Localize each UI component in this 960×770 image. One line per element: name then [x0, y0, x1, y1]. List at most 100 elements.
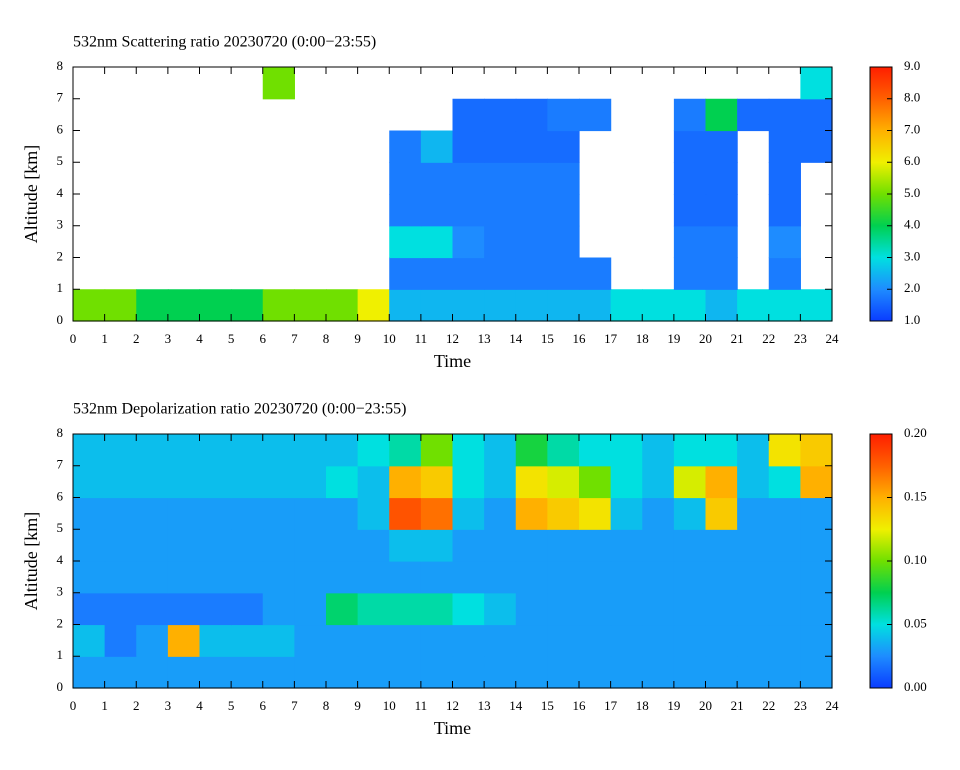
colorbar-tick-label: 0.10	[904, 552, 927, 567]
y-tick-label: 0	[57, 312, 64, 327]
heatmap-cell	[420, 624, 454, 657]
heatmap-cell	[673, 529, 707, 562]
heatmap-cell	[73, 529, 106, 562]
y-tick-label: 6	[57, 121, 64, 136]
y-axis-label: Altitude [km]	[21, 512, 41, 610]
heatmap-cell	[705, 592, 738, 626]
heatmap-cell	[294, 624, 327, 657]
y-tick-label: 5	[57, 153, 64, 168]
heatmap-cell	[768, 289, 801, 322]
heatmap-cell	[610, 289, 643, 322]
heatmap-cell	[420, 656, 454, 689]
x-tick-label: 16	[573, 698, 587, 713]
heatmap-cell	[452, 656, 485, 689]
heatmap-cell	[389, 130, 422, 163]
heatmap-cell	[705, 289, 738, 322]
heatmap-cell	[357, 656, 390, 689]
heatmap-cell	[104, 656, 137, 689]
heatmap-cell	[515, 624, 548, 657]
x-tick-label: 18	[636, 331, 649, 346]
x-tick-label: 1	[101, 331, 108, 346]
chart-title: 532nm Depolarization ratio 20230720 (0:0…	[73, 401, 406, 418]
x-tick-label: 24	[826, 698, 840, 713]
heatmap-cell	[357, 561, 390, 594]
x-tick-label: 17	[604, 698, 618, 713]
x-tick-label: 2	[133, 331, 140, 346]
heatmap-cell	[73, 624, 106, 657]
heatmap-cell	[737, 434, 770, 467]
y-tick-label: 7	[57, 457, 64, 472]
heatmap-cell	[104, 529, 137, 562]
heatmap-cell	[262, 434, 295, 467]
x-tick-label: 3	[165, 331, 172, 346]
heatmap-cell	[420, 289, 454, 322]
heatmap-cell	[104, 289, 137, 322]
heatmap-cell	[579, 434, 612, 467]
heatmap-cell	[231, 434, 264, 467]
heatmap-cell	[673, 656, 707, 689]
heatmap-cell	[579, 592, 612, 626]
x-tick-label: 19	[667, 331, 680, 346]
heatmap-cell	[737, 465, 770, 499]
x-tick-label: 19	[667, 698, 680, 713]
colorbar-tick-label: 9.0	[904, 58, 920, 73]
heatmap-cell	[73, 592, 106, 626]
heatmap-cell	[515, 529, 548, 562]
heatmap-cell	[705, 130, 738, 163]
heatmap-cell	[136, 561, 169, 594]
heatmap-cell	[294, 529, 327, 562]
heatmap-cell	[231, 465, 264, 499]
heatmap-cell	[326, 465, 359, 499]
heatmap-cell	[547, 434, 580, 467]
x-tick-label: 9	[354, 698, 361, 713]
heatmap-cell	[579, 497, 612, 530]
heatmap-cell	[484, 624, 517, 657]
heatmap-cell	[294, 561, 327, 594]
heatmap-cell	[515, 98, 548, 132]
heatmap-cell	[104, 624, 137, 657]
heatmap-cell	[768, 130, 801, 163]
heatmap-cell	[768, 225, 801, 259]
heatmap-cell	[768, 656, 801, 689]
heatmap-cell	[768, 465, 801, 499]
heatmap-cell	[199, 592, 232, 626]
heatmap-cell	[673, 257, 707, 290]
heatmap-cell	[199, 289, 232, 322]
heatmap-cell	[452, 561, 485, 594]
heatmap-cell	[104, 465, 137, 499]
x-tick-label: 22	[762, 331, 775, 346]
heatmap-cell	[737, 497, 770, 530]
x-tick-label: 20	[699, 331, 712, 346]
heatmap-cell	[673, 289, 707, 322]
heatmap-cell	[420, 225, 454, 259]
x-tick-label: 4	[196, 331, 203, 346]
heatmap-cell	[673, 497, 707, 530]
heatmap-cell	[231, 624, 264, 657]
x-tick-label: 17	[604, 331, 618, 346]
x-tick-label: 5	[228, 331, 235, 346]
colorbar-tick-label: 6.0	[904, 153, 920, 168]
heatmap-cell	[294, 592, 327, 626]
heatmap-cell	[515, 465, 548, 499]
chart-title: 532nm Scattering ratio 20230720 (0:00−23…	[73, 34, 376, 51]
heatmap-cell	[389, 529, 422, 562]
colorbar-tick-label: 0.20	[904, 425, 927, 440]
y-tick-label: 2	[57, 615, 64, 630]
heatmap-cell	[705, 465, 738, 499]
heatmap-cell	[326, 529, 359, 562]
heatmap-cell	[136, 465, 169, 499]
heatmap-cell	[515, 561, 548, 594]
x-tick-label: 5	[228, 698, 235, 713]
heatmap-cell	[642, 529, 675, 562]
heatmap-cell	[136, 624, 169, 657]
heatmap-cell	[231, 561, 264, 594]
heatmap-cell	[705, 529, 738, 562]
heatmap-cell	[420, 162, 454, 195]
heatmap-cell	[642, 289, 675, 322]
x-tick-label: 11	[415, 331, 428, 346]
x-tick-label: 21	[731, 698, 744, 713]
heatmap-cell	[579, 289, 612, 322]
heatmap-cell	[673, 194, 707, 227]
y-tick-label: 3	[57, 217, 64, 232]
heatmap-cell	[167, 434, 201, 467]
